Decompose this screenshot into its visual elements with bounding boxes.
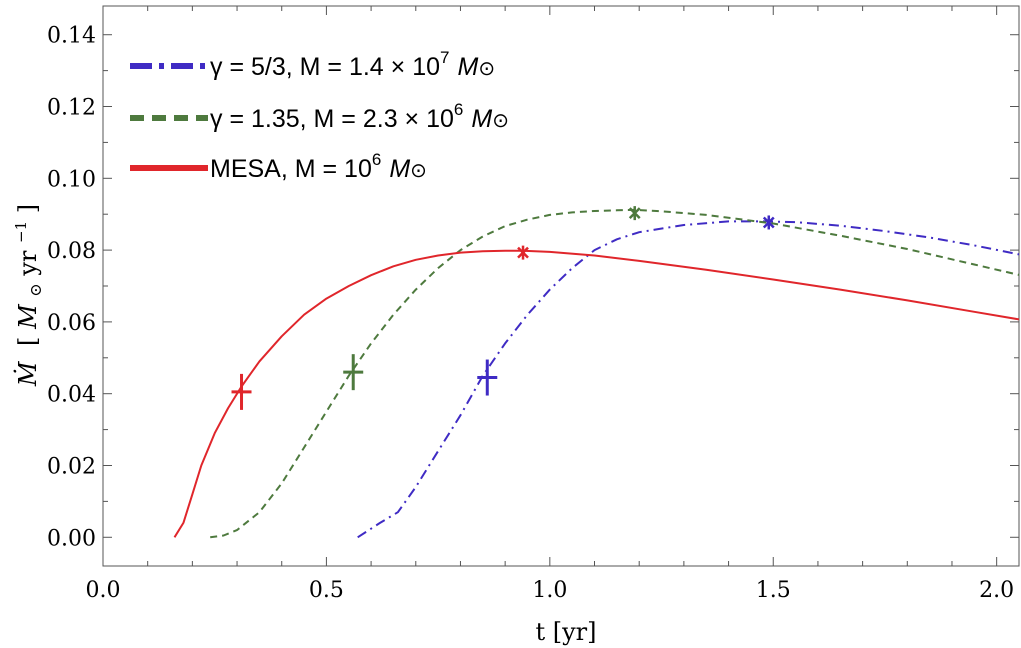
legend-item-0: γ = 5/3, M = 1.4 × 107 M⊙ xyxy=(130,48,495,81)
legend-label-exponent: 6 xyxy=(454,100,463,119)
x-tick-label: 1.0 xyxy=(532,578,567,603)
y-axis-title-bracket-close: ] xyxy=(14,204,42,213)
legend-label-sun: ⊙ xyxy=(478,58,495,80)
y-axis-title-sun: ⊙ xyxy=(26,283,45,296)
legend-item-1: γ = 1.35, M = 2.3 × 106 M⊙ xyxy=(130,100,509,133)
y-tick-label: 0.12 xyxy=(47,96,96,121)
legend: γ = 5/3, M = 1.4 × 107 M⊙γ = 1.35, M = 2.… xyxy=(130,48,509,183)
legend-label-main: γ = 5/3, M = 1.4 × 10 xyxy=(210,53,440,81)
x-tick-label: 0.5 xyxy=(309,578,344,603)
y-tick-label: 0.06 xyxy=(47,311,96,336)
legend-label-mass: M xyxy=(471,105,492,133)
legend-item-2: MESA, M = 106 M⊙ xyxy=(130,150,427,183)
plot-frame xyxy=(102,5,1020,567)
markers-layer xyxy=(231,206,775,410)
legend-label-main: γ = 1.35, M = 2.3 × 10 xyxy=(210,105,454,133)
star-marker-1 xyxy=(628,206,641,221)
y-tick-label: 0.02 xyxy=(47,454,96,479)
y-tick-label: 0.14 xyxy=(47,24,96,49)
x-tick-label: 2.0 xyxy=(979,578,1014,603)
legend-label: MESA, M = 106 M⊙ xyxy=(210,150,427,183)
y-tick-label: 0.04 xyxy=(47,383,96,408)
y-tick-label: 0.00 xyxy=(47,526,96,551)
series-line-0 xyxy=(357,220,1020,539)
star-marker-2 xyxy=(517,245,529,260)
legend-label-mass: M xyxy=(457,53,478,81)
legend-label-exponent: 7 xyxy=(440,48,449,67)
plus-marker-0 xyxy=(477,359,498,396)
legend-label: γ = 5/3, M = 1.4 × 107 M⊙ xyxy=(210,48,495,81)
legend-label-mass: M xyxy=(389,155,410,183)
series-line-1 xyxy=(210,208,1020,539)
legend-label-exponent: 6 xyxy=(372,150,381,169)
series-layer xyxy=(173,208,1020,539)
legend-label-sun: ⊙ xyxy=(492,110,509,132)
y-tick-label: 0.10 xyxy=(47,167,96,192)
y-axis-title-bracket-open: [ xyxy=(14,337,42,346)
y-axis-title: Ṁ [ M ⊙ yr −1 ] xyxy=(4,204,47,387)
series-line-2 xyxy=(173,249,1020,538)
x-axis-title: t [yr] xyxy=(535,618,596,646)
legend-label-main: MESA, M = 10 xyxy=(210,155,372,183)
y-tick-label: 0.08 xyxy=(47,239,96,264)
axis-ticks: 0.0 0.5 1.0 1.5 2.0 0.00 0.02 0.04 0.06 0.08 0.10 0… xyxy=(47,6,1019,603)
star-marker-0 xyxy=(762,215,775,230)
y-axis-title-mass: M xyxy=(14,303,42,330)
x-tick-label: 0.0 xyxy=(86,578,121,603)
x-tick-label: 1.5 xyxy=(756,578,791,603)
plus-marker-1 xyxy=(343,354,364,391)
plus-marker-2 xyxy=(231,373,252,410)
y-axis-title-time: yr xyxy=(14,250,42,277)
legend-label: γ = 1.35, M = 2.3 × 106 M⊙ xyxy=(210,100,509,133)
y-axis-title-exponent: −1 xyxy=(12,221,30,243)
y-axis-title-symbol: Ṁ xyxy=(13,360,42,387)
plot-border xyxy=(102,5,1020,567)
legend-label-sun: ⊙ xyxy=(410,160,427,182)
